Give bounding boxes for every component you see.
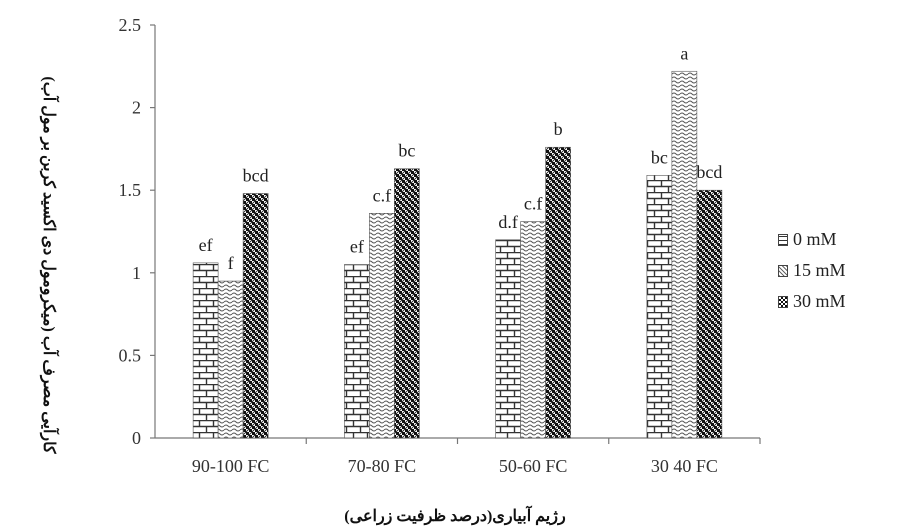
y-tick-label: 0	[132, 428, 141, 448]
legend-item: 0 mM	[778, 224, 846, 255]
y-tick-label: 2.5	[119, 15, 142, 35]
bar-data-label: bcd	[696, 162, 722, 182]
bar-data-label: f	[228, 253, 234, 273]
bar-data-label: b	[554, 119, 563, 139]
bar-data-label: bc	[651, 147, 668, 167]
legend-item: 15 mM	[778, 255, 846, 286]
bar	[369, 213, 395, 439]
bar	[192, 262, 219, 439]
bar	[344, 264, 370, 439]
bar-data-label: d.f	[498, 212, 518, 232]
x-tick-label: 90-100 FC	[192, 456, 270, 476]
bar-data-label: bc	[398, 141, 415, 161]
bar	[696, 189, 723, 439]
legend-label: 0 mM	[793, 229, 837, 249]
legend-item: 30 mM	[778, 286, 846, 317]
bar	[671, 70, 698, 439]
x-tick-label: 30 40 FC	[651, 456, 718, 476]
bar	[217, 280, 244, 439]
y-axis-title: کارآیی مصرف آب (میکرومول دی اکسید کربن ب…	[39, 76, 61, 454]
legend-swatch	[778, 264, 788, 277]
bar	[394, 168, 420, 439]
x-axis-title: رژیم آبیاری(درصد ظرفیت زراعی)	[344, 504, 566, 526]
bar	[520, 221, 546, 439]
x-tick-label: 50-60 FC	[499, 456, 568, 476]
bars	[192, 70, 723, 439]
bar-data-label: ef	[350, 237, 364, 257]
y-tick-label: 2	[132, 98, 141, 118]
y-tick-label: 1.5	[119, 180, 142, 200]
bar-data-label: c.f	[373, 185, 391, 205]
bar-data-label: a	[680, 43, 688, 63]
bar-data-label: ef	[199, 235, 213, 255]
legend: 0 mM 15 mM 30 mM	[778, 224, 846, 317]
legend-swatch	[778, 295, 788, 308]
axes: 0 0.5 1 1.5 2 2.5 90-100 FC 70-80 FC 50-60 FC 30 …	[119, 15, 761, 476]
bar	[545, 146, 571, 439]
bar-data-label: bcd	[243, 166, 269, 186]
y-tick-label: 0.5	[119, 345, 142, 365]
legend-label: 15 mM	[793, 260, 846, 280]
y-tick-label: 1	[132, 263, 141, 283]
legend-label: 30 mM	[793, 291, 846, 311]
bar	[646, 175, 673, 439]
bar-data-label: c.f	[524, 194, 542, 214]
bar	[242, 193, 269, 439]
bar	[495, 239, 521, 439]
legend-swatch	[778, 233, 788, 246]
x-tick-label: 70-80 FC	[348, 456, 417, 476]
